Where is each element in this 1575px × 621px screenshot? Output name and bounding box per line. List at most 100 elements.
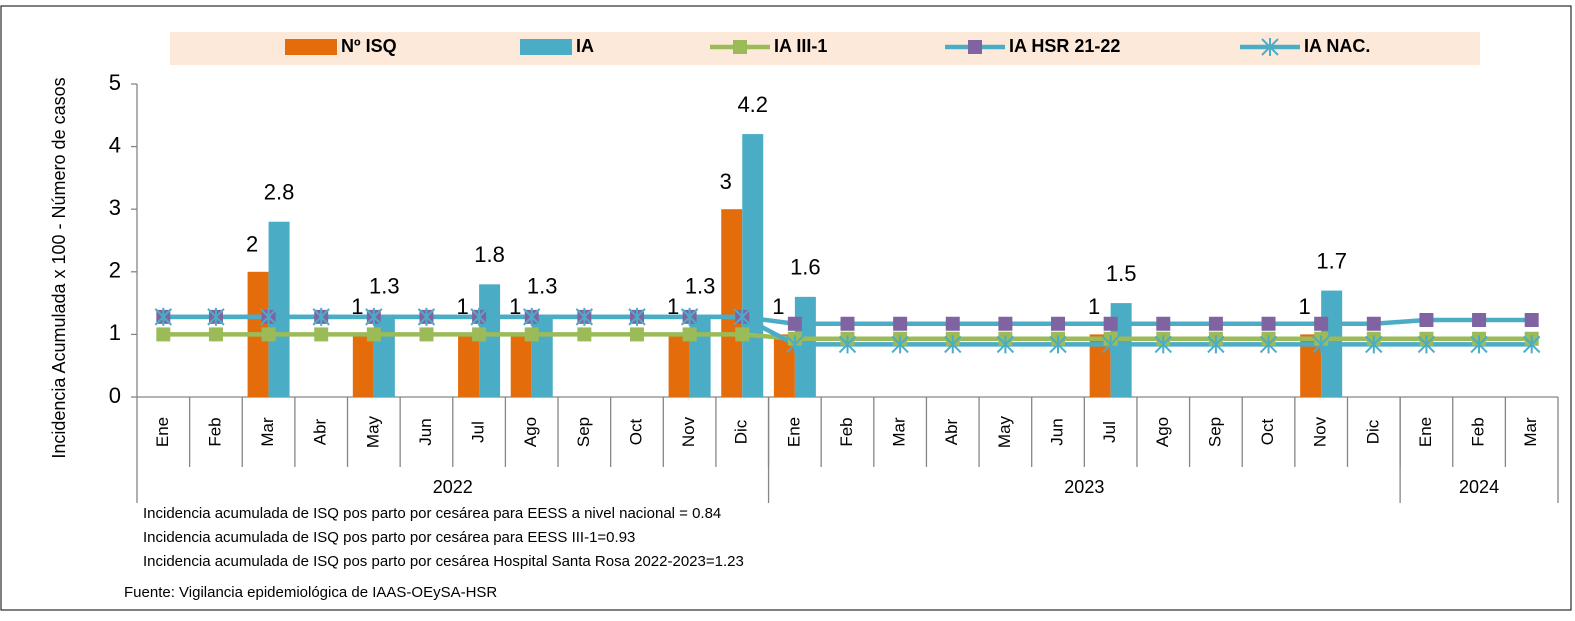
x-tick-label: Jun: [416, 418, 435, 445]
line-marker: [1259, 335, 1278, 354]
line-marker: [838, 335, 857, 354]
x-tick-label: Dic: [1363, 419, 1382, 444]
line-marker: [366, 327, 381, 342]
x-tick-label: Abr: [942, 418, 961, 445]
x-tick-label: Sep: [574, 417, 593, 447]
line-marker: [1470, 335, 1488, 354]
line-marker: [1103, 316, 1118, 331]
group-label: 2023: [1064, 477, 1104, 497]
bar: [352, 334, 374, 397]
x-tick-label: Ago: [521, 417, 540, 447]
line-marker: [261, 327, 276, 342]
legend-marker: [968, 40, 982, 54]
line-marker: [944, 335, 962, 354]
data-label: 3: [720, 169, 732, 194]
bar: [668, 334, 690, 397]
data-label: 2.8: [264, 180, 295, 205]
line-marker: [628, 307, 646, 326]
data-label: 1: [351, 294, 363, 319]
line-marker: [629, 327, 644, 342]
x-tick-label: Ene: [1416, 417, 1435, 447]
line-marker: [1207, 335, 1225, 354]
line-marker: [207, 307, 225, 326]
data-label: 4.2: [737, 92, 768, 117]
x-tick-label: Ene: [153, 417, 172, 447]
bar: [742, 134, 764, 397]
y-tick-label: 3: [109, 195, 121, 220]
line-marker: [891, 335, 909, 354]
data-label: 1.3: [685, 273, 716, 298]
line-marker: [840, 316, 855, 331]
y-tick-label: 0: [109, 383, 121, 408]
note: Incidencia acumulada de ISQ pos parto po…: [143, 529, 635, 546]
legend-label: IA III-1: [774, 36, 827, 56]
x-tick-label: Feb: [837, 417, 856, 446]
data-label: 2: [246, 232, 258, 257]
line-marker: [154, 307, 173, 326]
line-marker: [1261, 316, 1276, 331]
line-marker: [1419, 313, 1434, 328]
line-marker: [1156, 316, 1171, 331]
x-tick-label: Jun: [1048, 418, 1067, 445]
line-marker: [419, 327, 434, 342]
line-marker: [1314, 316, 1329, 331]
line-marker: [682, 327, 697, 342]
line-marker: [1154, 335, 1172, 354]
data-label: 1.3: [369, 273, 400, 298]
line-marker: [417, 307, 436, 326]
line-marker: [996, 335, 1015, 354]
line-marker: [786, 335, 804, 354]
x-tick-label: Ago: [1153, 417, 1172, 447]
x-tick-label: Oct: [1258, 419, 1277, 446]
data-label: 1: [509, 294, 521, 319]
line-marker: [1366, 316, 1381, 331]
line-marker: [1101, 335, 1120, 354]
line-marker: [1051, 316, 1066, 331]
x-tick-label: Dic: [732, 419, 751, 444]
x-tick-label: May: [363, 415, 382, 448]
line-marker: [365, 307, 383, 326]
line-marker: [735, 327, 750, 342]
x-tick-label: Nov: [1311, 416, 1330, 447]
legend-label: IA: [576, 36, 594, 56]
y-tick-label: 5: [109, 70, 121, 95]
line-marker: [1417, 335, 1436, 354]
note: Incidencia acumulada de ISQ pos parto po…: [143, 553, 744, 570]
line-marker: [1524, 313, 1539, 328]
line-marker: [998, 316, 1013, 331]
line-marker: [156, 327, 171, 342]
y-axis-label: Incidencia Acumulada x 100 - Número de c…: [49, 77, 69, 458]
bar: [721, 209, 743, 397]
group-label: 2022: [433, 477, 473, 497]
x-tick-label: Mar: [890, 417, 909, 447]
bar: [510, 334, 532, 397]
note: Incidencia acumulada de ISQ pos parto po…: [143, 505, 721, 522]
bar: [268, 221, 290, 397]
line-marker: [575, 307, 594, 326]
line-marker: [945, 316, 960, 331]
data-label: 1.8: [474, 242, 505, 267]
legend-label: IA HSR 21-22: [1009, 36, 1120, 56]
legend-marker: [733, 40, 747, 54]
line-marker: [1049, 335, 1067, 354]
x-tick-label: Jul: [469, 421, 488, 443]
line-marker: [312, 307, 330, 326]
x-tick-label: Feb: [1469, 417, 1488, 446]
source: Fuente: Vigilancia epidemiológica de IAA…: [124, 584, 497, 601]
line-marker: [259, 307, 278, 326]
bar: [458, 334, 480, 397]
legend-swatch: [520, 39, 572, 55]
legend-marker: [1261, 38, 1279, 56]
line-marker: [523, 307, 541, 326]
x-tick-label: Feb: [205, 417, 224, 446]
line-marker: [524, 327, 539, 342]
x-tick-label: Sep: [1205, 417, 1224, 447]
x-tick-label: Jul: [1100, 421, 1119, 443]
line-marker: [1365, 335, 1383, 354]
data-label: 1: [667, 294, 679, 319]
x-tick-label: Ene: [784, 417, 803, 447]
line-marker: [1472, 313, 1487, 328]
x-tick-label: May: [995, 415, 1014, 448]
line-marker: [472, 327, 487, 342]
